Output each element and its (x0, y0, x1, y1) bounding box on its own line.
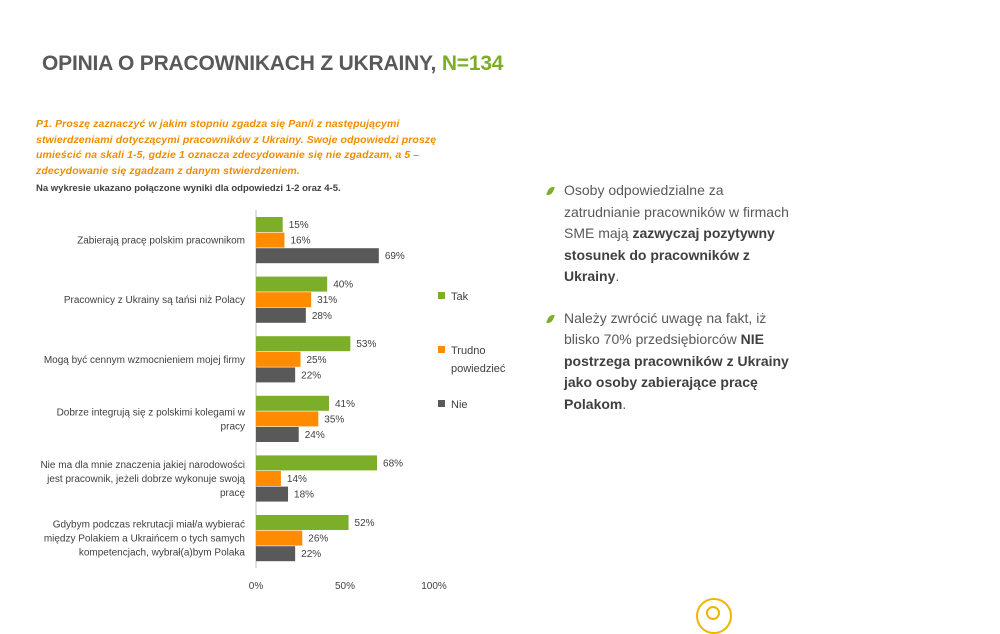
page-title: OPINIA O PRACOWNIKACH Z UKRAINY, N=134 (42, 52, 503, 76)
category-label-line: Nie ma dla mnie znaczenia jakiej narodow… (40, 460, 245, 471)
bar (256, 486, 289, 502)
category-label-line: Gdybym podczas rekrutacji miał/a wybiera… (53, 520, 245, 531)
category-label-line: Pracownicy z Ukrainy są tańsi niż Polacy (64, 295, 245, 306)
category-label-line: Zabierają pracę polskim pracownikom (77, 236, 245, 247)
data-label: 25% (307, 355, 327, 366)
bar (256, 411, 319, 427)
finding-text: . (615, 268, 620, 284)
legend-label-line: powiedzieć (451, 363, 506, 375)
leaf-bullet-icon (546, 312, 555, 325)
data-label: 28% (312, 311, 332, 322)
title-main: OPINIA O PRACOWNIKACH Z UKRAINY, (42, 52, 437, 75)
x-tick-label: 0% (249, 581, 264, 592)
finding-emphasis: zazwyczaj pozytywny stosunek do pracowni… (564, 225, 775, 284)
logo-icon (696, 598, 732, 634)
finding-bullet: Należy zwrócić uwagę na fakt, iż blisko … (546, 308, 798, 416)
bar-chart: Zabierają pracę polskim pracownikom 15% 16… (40, 210, 506, 592)
data-label: 41% (335, 399, 355, 410)
category-label-line: pracę (220, 488, 245, 499)
x-tick-label: 50% (335, 581, 355, 592)
data-label: 16% (290, 236, 310, 247)
bar (256, 307, 306, 323)
data-label: 18% (294, 490, 314, 501)
finding-text: . (622, 395, 627, 412)
finding-text: Należy zwrócić uwagę na fakt, iż blisko … (564, 309, 767, 348)
bar (256, 336, 351, 352)
sample-size: N=134 (441, 52, 504, 75)
category-label: Pracownicy z Ukrainy są tańsi niż Polacy (64, 295, 245, 306)
legend-label-line: Trudno (451, 345, 485, 357)
category-label: Gdybym podczas rekrutacji miał/a wybiera… (44, 520, 246, 559)
bar (256, 471, 281, 486)
bar (256, 530, 303, 546)
bar (256, 546, 296, 562)
bar (256, 351, 301, 367)
legend-label: Tak (451, 291, 469, 303)
bar (256, 276, 328, 292)
finding-bullet: Osoby odpowiedzialne za zatrudnianie pra… (546, 180, 798, 288)
leaf-bullet-icon (546, 185, 555, 197)
question-text: P1. Proszę zaznaczyć w jakim stopniu zga… (36, 118, 437, 177)
data-label: 14% (287, 474, 307, 485)
data-label: 40% (333, 280, 353, 291)
category-label: Nie ma dla mnie znaczenia jakiej narodow… (40, 460, 245, 499)
category-label: Dobrze integrują się z polskimi kolegami… (57, 407, 246, 432)
x-tick-label: 100% (421, 581, 447, 592)
legend-label: Trudno powiedzieć (451, 345, 506, 375)
category-label-line: Mogą być cennym wzmocnieniem mojej firmy (44, 355, 245, 366)
data-label: 22% (301, 370, 321, 381)
legend-label-line: Tak (451, 291, 469, 303)
legend-label: Nie (451, 399, 468, 411)
category-label-line: Dobrze integrują się z polskimi kolegami… (57, 407, 246, 418)
bar (256, 455, 378, 471)
bar (256, 367, 296, 383)
finding-text: Osoby odpowiedzialne za zatrudnianie pra… (564, 182, 789, 241)
bar (256, 395, 329, 411)
data-label: 24% (305, 430, 325, 441)
legend-swatch (438, 292, 445, 299)
bar (256, 292, 312, 308)
data-label: 35% (324, 414, 344, 425)
category-label-line: kompetencjach, wybrał(a)bym Polaka (79, 548, 246, 559)
category-label-line: jest pracownik, jeżeli dobrze wykonuje s… (46, 474, 245, 485)
data-label: 68% (383, 458, 403, 469)
chart-note: Na wykresie ukazano połączone wyniki dla… (36, 183, 341, 194)
data-label: 15% (289, 220, 309, 231)
bar (256, 217, 283, 232)
legend-swatch (438, 400, 445, 407)
category-label-line: między Polakiem a Ukraińcem o tych samyc… (44, 534, 245, 545)
legend-swatch (438, 346, 445, 353)
legend-label-line: Nie (451, 399, 468, 411)
data-label: 53% (356, 339, 376, 350)
key-findings: Osoby odpowiedzialne za zatrudnianie pra… (546, 180, 798, 435)
data-label: 69% (385, 251, 405, 262)
bar (256, 427, 299, 442)
finding-emphasis: NIE postrzega pracowników z Ukrainy jako… (564, 331, 789, 412)
bar (256, 515, 349, 530)
category-label: Mogą być cennym wzmocnieniem mojej firmy (44, 355, 245, 366)
data-label: 31% (317, 295, 337, 306)
bar (256, 232, 285, 248)
data-label: 26% (308, 534, 328, 545)
bar (256, 248, 379, 264)
category-label-line: pracy (221, 421, 245, 432)
data-label: 52% (355, 518, 375, 529)
category-label: Zabierają pracę polskim pracownikom (77, 236, 245, 247)
data-label: 22% (301, 549, 321, 560)
